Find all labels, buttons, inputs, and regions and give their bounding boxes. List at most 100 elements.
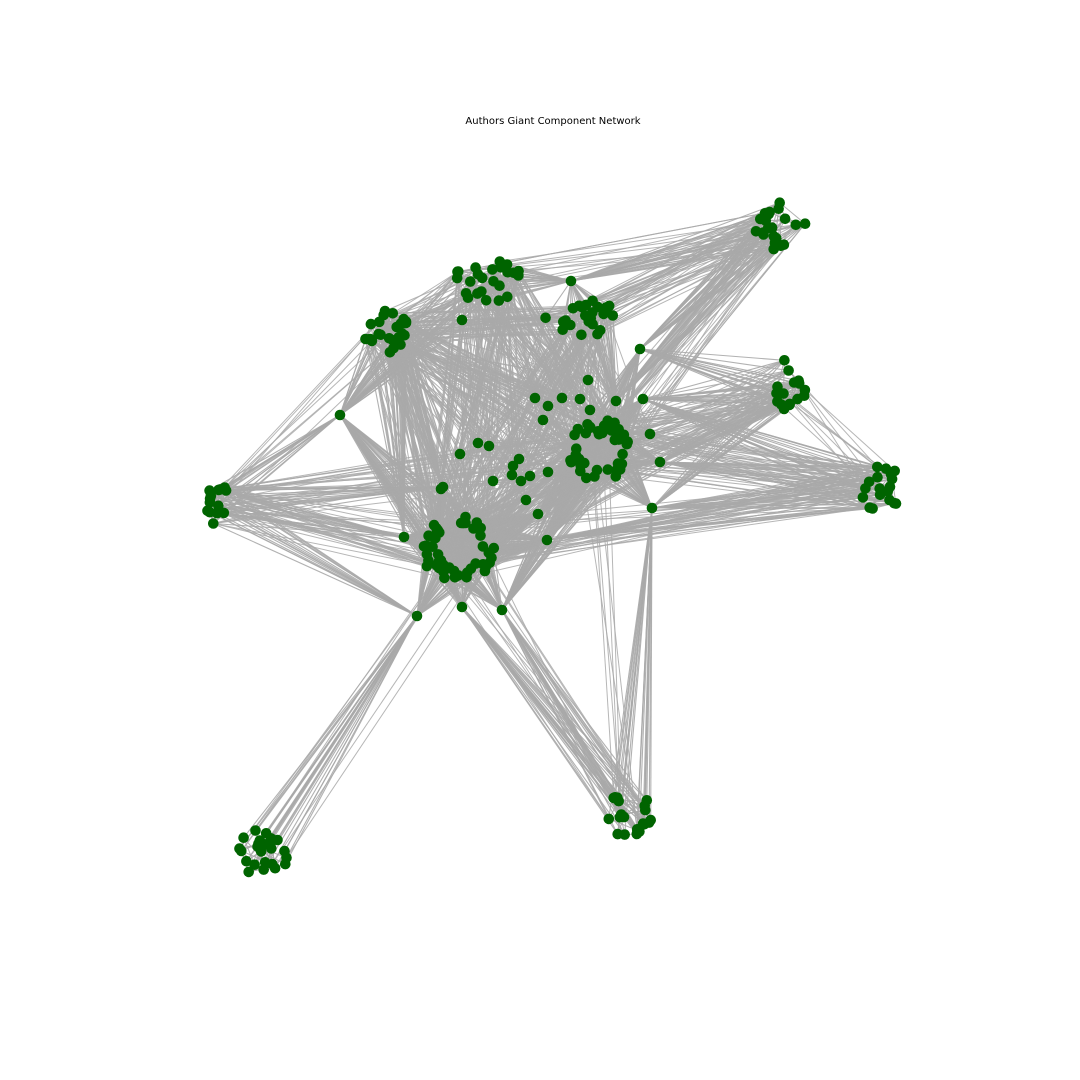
edge xyxy=(224,321,380,488)
author-node xyxy=(575,460,586,471)
edge xyxy=(488,552,621,818)
edge xyxy=(209,490,445,569)
edge xyxy=(400,344,527,501)
edge xyxy=(403,322,651,435)
author-node xyxy=(867,503,878,514)
author-node xyxy=(202,505,213,516)
author-node xyxy=(778,239,790,250)
edge xyxy=(473,409,591,529)
author-node xyxy=(580,299,592,311)
edge xyxy=(607,420,893,480)
author-node xyxy=(365,318,377,330)
edge xyxy=(798,383,866,489)
edge xyxy=(213,522,418,617)
author-node xyxy=(454,448,466,460)
author-node xyxy=(383,333,395,344)
edge xyxy=(218,505,444,573)
edge xyxy=(489,469,617,564)
edge xyxy=(396,326,522,482)
edge xyxy=(274,615,418,869)
author-node xyxy=(480,561,492,572)
author-node xyxy=(487,264,498,275)
author-node xyxy=(532,508,544,520)
edge xyxy=(605,307,618,430)
author-node xyxy=(476,286,487,297)
author-node xyxy=(565,275,577,287)
edge xyxy=(589,427,598,471)
edge xyxy=(518,270,589,381)
edge xyxy=(484,476,595,572)
edge xyxy=(461,319,628,443)
edge xyxy=(461,606,618,799)
author-node xyxy=(387,308,399,319)
edge xyxy=(783,360,785,394)
author-node xyxy=(506,469,518,481)
author-node xyxy=(644,428,656,440)
author-node xyxy=(779,355,790,366)
author-node xyxy=(592,426,604,437)
author-node xyxy=(250,825,261,836)
author-node xyxy=(238,832,249,843)
edge xyxy=(580,465,638,831)
edge xyxy=(798,383,881,489)
edge xyxy=(596,470,638,831)
author-node xyxy=(432,525,444,536)
author-node xyxy=(515,475,527,487)
author-node xyxy=(468,523,479,534)
edge xyxy=(501,609,648,801)
author-node xyxy=(465,276,476,287)
author-node xyxy=(529,392,541,404)
author-node xyxy=(613,424,624,435)
author-node xyxy=(266,858,278,870)
author-node xyxy=(884,481,896,493)
edge xyxy=(286,615,418,859)
author-node xyxy=(400,316,412,327)
edge xyxy=(579,459,892,475)
author-node xyxy=(435,483,447,495)
author-node xyxy=(542,466,554,478)
edge xyxy=(627,223,806,443)
edge xyxy=(501,609,644,824)
author-node xyxy=(541,534,553,546)
author-node xyxy=(582,374,594,386)
author-node xyxy=(234,843,245,854)
author-node xyxy=(456,314,468,326)
edge xyxy=(489,488,880,564)
author-node xyxy=(576,329,587,341)
edge xyxy=(604,310,651,435)
edge xyxy=(501,609,619,835)
author-node xyxy=(249,859,260,870)
edge xyxy=(525,334,582,501)
author-node xyxy=(772,396,783,407)
edge xyxy=(210,427,591,500)
edge xyxy=(438,561,610,820)
edge xyxy=(501,609,626,835)
edge xyxy=(589,334,598,411)
author-node xyxy=(243,866,254,878)
author-node xyxy=(585,313,597,324)
edge xyxy=(461,606,619,835)
edge xyxy=(217,512,476,565)
edge xyxy=(459,300,500,455)
author-node xyxy=(375,329,386,341)
author-node xyxy=(281,852,292,864)
author-node xyxy=(540,312,551,324)
author-node xyxy=(617,448,628,460)
edge xyxy=(389,351,527,501)
edge xyxy=(618,800,651,821)
edge xyxy=(779,202,806,225)
author-node xyxy=(420,540,432,551)
edge xyxy=(619,469,653,509)
edge xyxy=(224,326,398,488)
author-node xyxy=(480,295,492,306)
author-node xyxy=(266,835,277,847)
author-node xyxy=(260,828,272,839)
author-node xyxy=(602,464,614,475)
author-node xyxy=(614,464,626,475)
edge xyxy=(580,465,870,509)
author-node xyxy=(557,324,568,336)
author-node xyxy=(508,267,519,279)
edge xyxy=(642,507,653,824)
edge xyxy=(470,403,790,570)
author-node xyxy=(779,213,791,225)
